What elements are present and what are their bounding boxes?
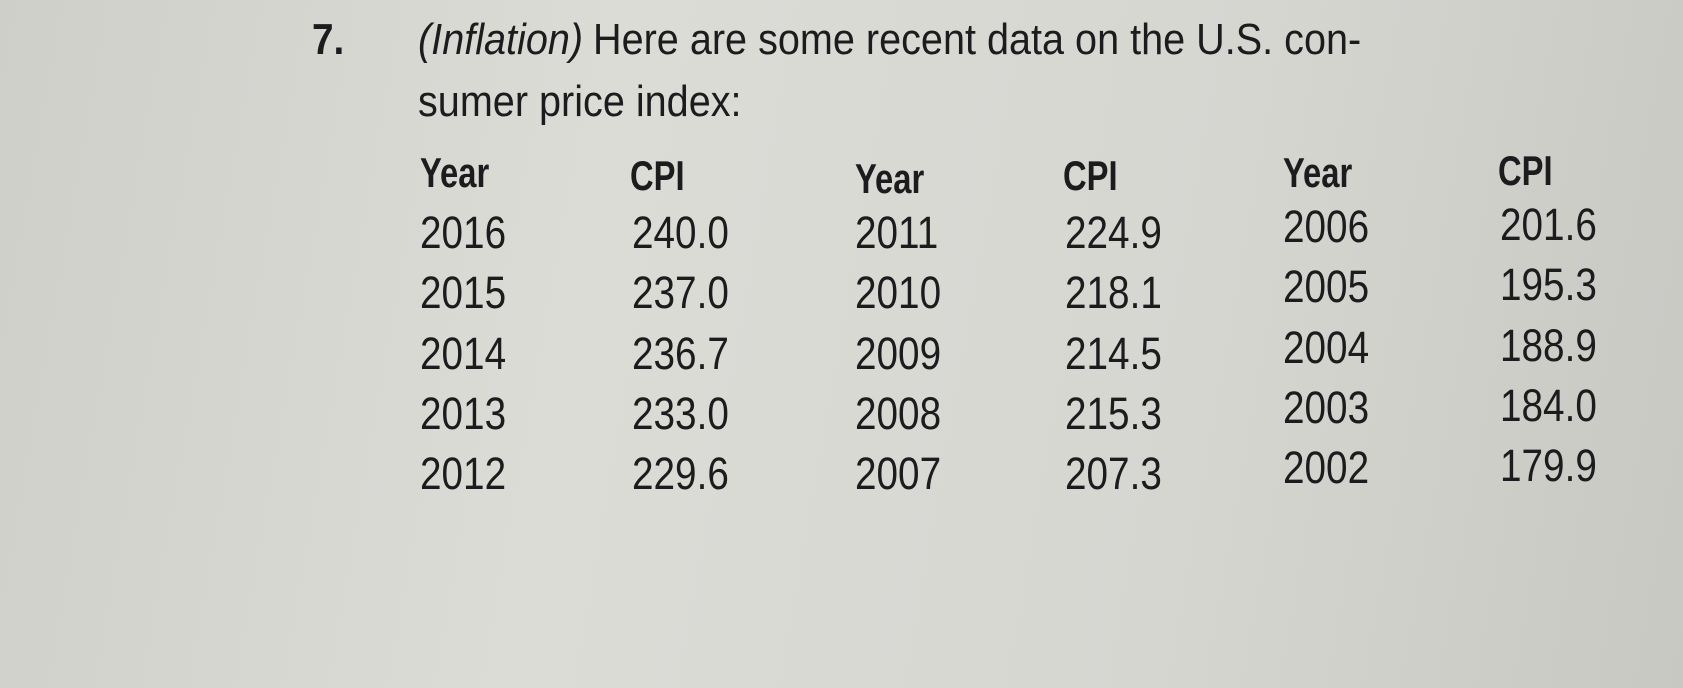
cpi-value: 207.3: [1065, 448, 1162, 499]
cpi-value: 233.0: [632, 388, 729, 439]
year-cell: 2004: [1283, 322, 1370, 373]
cpi-value: 184.0: [1500, 380, 1597, 431]
column-header: Year: [1283, 149, 1353, 196]
cpi-value: 195.3: [1500, 259, 1597, 310]
year-cell: 2014: [420, 328, 507, 379]
cpi-value: 224.9: [1065, 207, 1162, 258]
year-cell: 2010: [855, 267, 942, 318]
year-cell: 2008: [855, 388, 942, 439]
cpi-value: 214.5: [1065, 328, 1162, 379]
problem-text: Here are some recent data on the U.S. co…: [593, 15, 1362, 64]
year-cell: 2006: [1283, 201, 1370, 252]
year-cell: 2005: [1283, 261, 1370, 312]
cpi-value: 215.3: [1065, 388, 1162, 439]
year-cell: 2009: [855, 328, 942, 379]
year-cell: 2012: [420, 448, 507, 499]
column-header: Year: [420, 149, 490, 196]
problem-number: 7.: [312, 15, 345, 64]
year-cell: 2016: [420, 207, 507, 258]
year-cell: 2011: [855, 207, 939, 258]
column-header: Year: [855, 155, 925, 202]
year-cell: 2003: [1283, 382, 1370, 433]
column-header: CPI: [630, 152, 685, 199]
cpi-value: 237.0: [632, 267, 729, 318]
cpi-value: 229.6: [632, 448, 729, 499]
cpi-value: 179.9: [1500, 440, 1597, 491]
problem-text: sumer price index:: [418, 77, 742, 126]
column-header: CPI: [1498, 147, 1553, 194]
cpi-value: 188.9: [1500, 320, 1597, 371]
year-cell: 2002: [1283, 442, 1370, 493]
column-header: CPI: [1063, 152, 1118, 199]
year-cell: 2013: [420, 388, 507, 439]
cpi-value: 240.0: [632, 207, 729, 258]
cpi-value: 236.7: [632, 328, 729, 379]
cpi-value: 201.6: [1500, 199, 1597, 250]
year-cell: 2007: [855, 448, 942, 499]
year-cell: 2015: [420, 267, 507, 318]
problem-label: (Inflation): [418, 15, 584, 64]
cpi-value: 218.1: [1065, 267, 1162, 318]
